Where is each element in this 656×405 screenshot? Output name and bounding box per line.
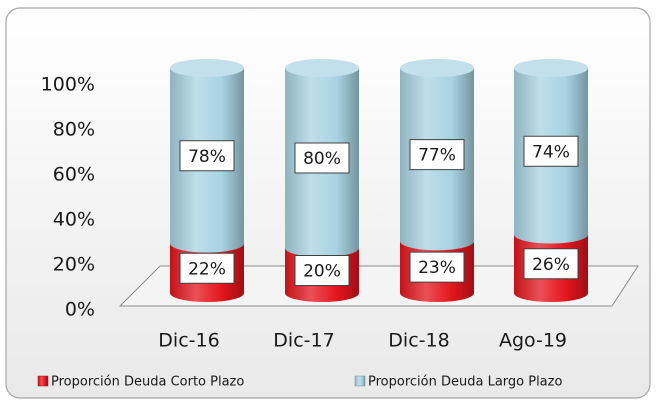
- y-tick-label: 80%: [53, 119, 95, 141]
- y-tick-label: 20%: [53, 254, 95, 276]
- cylinder-top: [514, 59, 588, 77]
- cylinder-top: [400, 59, 474, 77]
- floor: [118, 265, 639, 307]
- data-label-box: [409, 251, 465, 283]
- cylinder-bottom: [400, 284, 474, 302]
- cylinder-bottom: [285, 239, 359, 257]
- y-tick-label: 40%: [53, 209, 95, 231]
- legend-label: Proporción Deuda Corto Plazo: [51, 375, 244, 390]
- x-tick-label: Dic-18: [388, 330, 449, 352]
- cylinder-bottom: [170, 284, 244, 302]
- cylinder-bottom: [285, 284, 359, 302]
- data-label: 26%: [532, 255, 570, 275]
- y-tick-label: 60%: [53, 164, 95, 186]
- data-label-box: [523, 248, 579, 280]
- data-label-box: [523, 135, 579, 167]
- data-label: 78%: [188, 147, 226, 167]
- data-label: 77%: [418, 146, 456, 166]
- cylinder-bottom: [170, 234, 244, 253]
- cylinder-top: [170, 59, 244, 77]
- data-label-box: [409, 139, 465, 171]
- data-label: 74%: [532, 142, 570, 162]
- x-tick-label: Ago-19: [499, 330, 567, 352]
- x-tick-label: Dic-17: [273, 330, 334, 352]
- data-label: 80%: [303, 149, 341, 169]
- cylinder-bottom: [514, 284, 588, 302]
- cylinder-bottom: [514, 225, 588, 244]
- y-tick-label: 0%: [65, 299, 95, 321]
- legend-label: Proporción Deuda Largo Plazo: [368, 375, 562, 390]
- x-tick-label: Dic-16: [158, 330, 219, 352]
- data-label: 22%: [188, 259, 226, 279]
- y-tick-label: 100%: [41, 74, 95, 96]
- data-label-box: [179, 252, 235, 284]
- cylinder-top: [285, 59, 359, 77]
- data-label-box: [179, 140, 235, 172]
- data-label: 20%: [303, 262, 341, 282]
- data-label-box: [294, 255, 350, 286]
- cylinder-bottom: [400, 232, 474, 251]
- data-label-box: [294, 142, 350, 174]
- legend-swatch: [354, 375, 366, 387]
- legend-swatch: [37, 375, 49, 387]
- data-label: 23%: [418, 258, 456, 278]
